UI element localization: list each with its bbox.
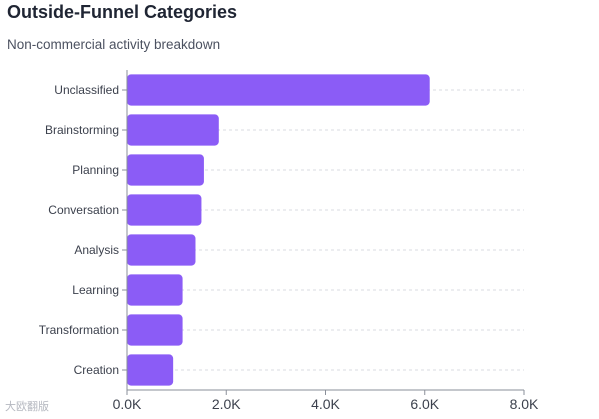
chart-subtitle: Non-commercial activity breakdown: [7, 37, 221, 52]
bar-transformation: [127, 314, 183, 346]
y-tick-label: Planning: [72, 163, 119, 177]
y-tick-label: Learning: [72, 283, 119, 297]
bar-unclassified: [127, 74, 430, 106]
bar-conversation: [127, 194, 202, 226]
x-tick-label: 6.0K: [410, 396, 439, 412]
bar-planning: [127, 154, 204, 186]
bar-brainstorming: [127, 114, 219, 146]
y-tick-label: Conversation: [48, 203, 119, 217]
y-tick-label: Unclassified: [54, 83, 119, 97]
y-tick-label: Analysis: [74, 243, 119, 257]
x-tick-label: 2.0K: [212, 396, 241, 412]
y-tick-label: Brainstorming: [45, 123, 119, 137]
bar-analysis: [127, 234, 196, 266]
chart-title: Outside-Funnel Categories: [7, 2, 238, 22]
y-tick-label: Transformation: [39, 323, 119, 337]
watermark-text: 大欧翻版: [5, 400, 49, 413]
x-tick-label: 4.0K: [311, 396, 340, 412]
x-tick-label: 0.0K: [113, 396, 142, 412]
bar-creation: [127, 354, 174, 386]
y-tick-label: Creation: [74, 363, 119, 377]
x-tick-label: 8.0K: [510, 396, 539, 412]
bar-learning: [127, 274, 183, 306]
